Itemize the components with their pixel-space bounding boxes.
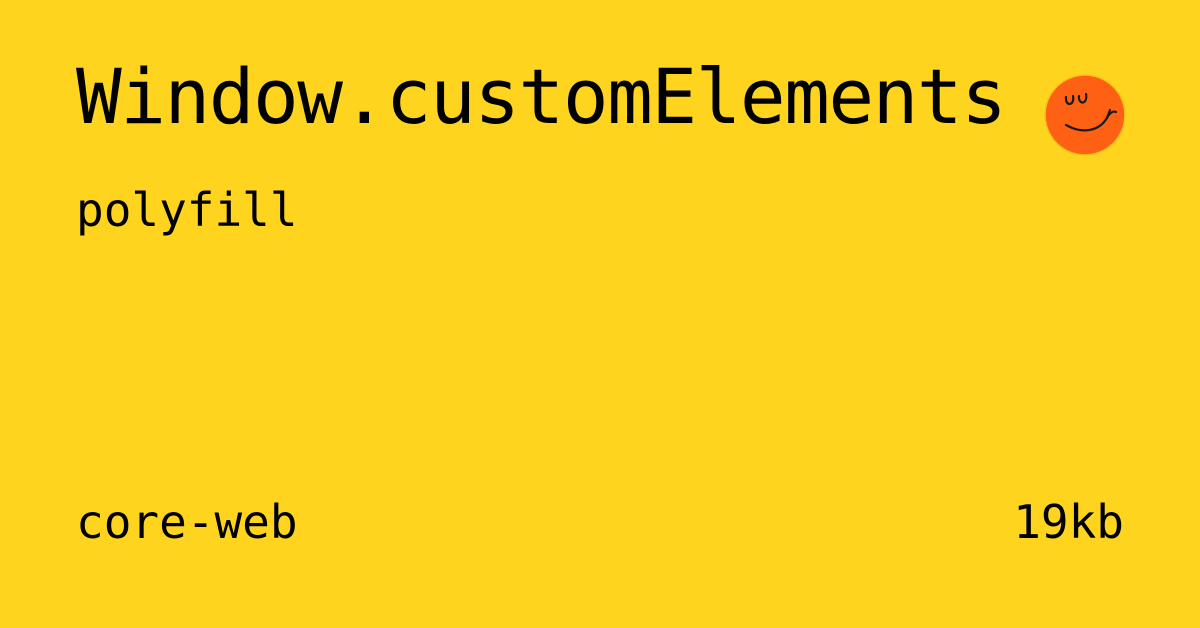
- page-title: Window.customElements: [76, 52, 1007, 141]
- bundle-size: 19kb: [1013, 495, 1124, 549]
- page-subtitle: polyfill: [76, 183, 298, 237]
- smiley-face-icon: [1044, 74, 1126, 156]
- package-name: core-web: [76, 495, 298, 549]
